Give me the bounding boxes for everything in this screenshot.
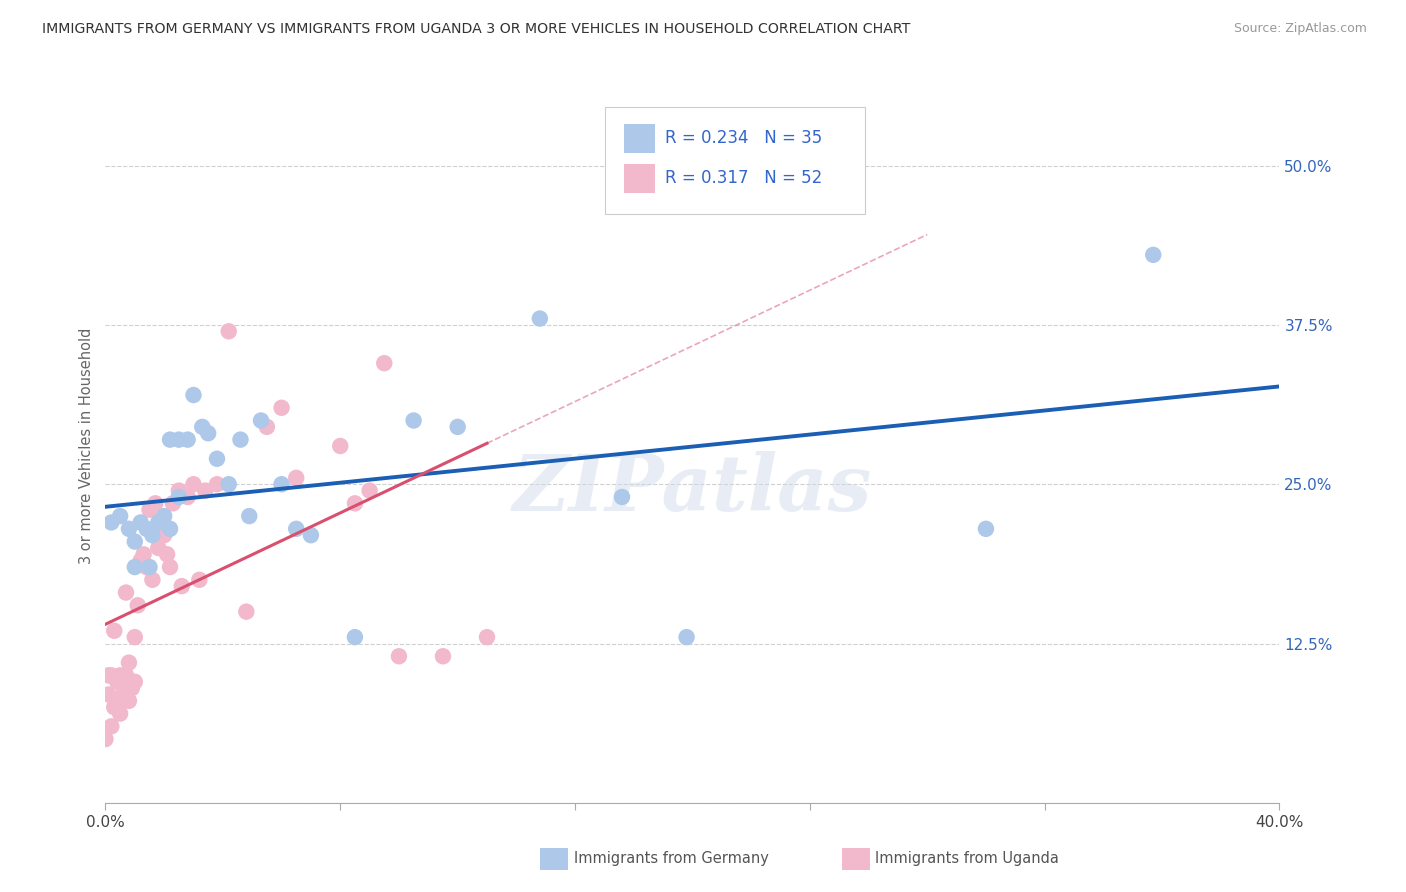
Point [148, 541, 170, 555]
Point [675, 630, 697, 644]
Point [127, 599, 149, 613]
Point [124, 560, 146, 574]
Point [285, 471, 308, 485]
Point [218, 324, 240, 338]
Point [159, 522, 181, 536]
Point [105, 694, 128, 708]
Point [270, 401, 292, 415]
Point [143, 496, 166, 510]
Text: Immigrants from Germany: Immigrants from Germany [574, 851, 769, 865]
Point [446, 420, 468, 434]
Point [153, 528, 176, 542]
Point [329, 439, 352, 453]
Point [103, 700, 125, 714]
Point [115, 668, 138, 682]
Y-axis label: 3 or more Vehicles in Household: 3 or more Vehicles in Household [79, 328, 94, 564]
Point [373, 356, 395, 370]
Point [388, 649, 411, 664]
Point [194, 483, 217, 498]
Point [475, 630, 498, 644]
Text: Immigrants from Uganda: Immigrants from Uganda [875, 851, 1059, 865]
Point [191, 420, 214, 434]
Point [141, 573, 163, 587]
Point [94, 732, 117, 747]
Point [124, 630, 146, 644]
Point [299, 528, 322, 542]
Point [170, 579, 193, 593]
Point [97, 688, 120, 702]
Point [205, 477, 228, 491]
Point [97, 668, 120, 682]
Point [118, 656, 141, 670]
Point [138, 502, 160, 516]
Point [105, 674, 128, 689]
Point [129, 516, 152, 530]
Point [176, 490, 198, 504]
Point [100, 668, 122, 682]
Point [108, 668, 131, 682]
Point [402, 413, 425, 427]
Point [156, 547, 179, 561]
Point [115, 585, 138, 599]
Point [270, 477, 292, 491]
Point [121, 681, 143, 695]
Point [183, 477, 205, 491]
Point [529, 311, 551, 326]
Point [167, 433, 190, 447]
Point [974, 522, 997, 536]
Text: R = 0.234   N = 35: R = 0.234 N = 35 [665, 129, 823, 147]
Text: ZIPatlas: ZIPatlas [513, 450, 872, 527]
Point [256, 420, 278, 434]
Point [238, 509, 260, 524]
Point [285, 522, 308, 536]
Point [118, 694, 141, 708]
Point [100, 516, 122, 530]
Point [138, 560, 160, 574]
Point [135, 522, 157, 536]
Point [100, 719, 122, 733]
Point [167, 490, 190, 504]
Point [118, 522, 141, 536]
Point [108, 706, 131, 721]
Point [205, 451, 228, 466]
Point [124, 534, 146, 549]
Point [229, 433, 252, 447]
Text: IMMIGRANTS FROM GERMANY VS IMMIGRANTS FROM UGANDA 3 OR MORE VEHICLES IN HOUSEHOL: IMMIGRANTS FROM GERMANY VS IMMIGRANTS FR… [42, 22, 911, 37]
Point [103, 624, 125, 638]
Point [610, 490, 633, 504]
Point [112, 688, 135, 702]
Text: R = 0.317   N = 52: R = 0.317 N = 52 [665, 169, 823, 187]
Point [218, 477, 240, 491]
Point [135, 560, 157, 574]
Point [129, 554, 152, 568]
Point [176, 433, 198, 447]
Point [150, 522, 173, 536]
Point [132, 547, 155, 561]
Point [148, 516, 170, 530]
Point [1142, 248, 1164, 262]
Point [359, 483, 381, 498]
Point [108, 509, 131, 524]
Point [159, 433, 181, 447]
Point [197, 426, 219, 441]
Point [235, 605, 257, 619]
Point [343, 630, 366, 644]
Point [153, 509, 176, 524]
Point [162, 496, 184, 510]
Point [167, 483, 190, 498]
Point [112, 674, 135, 689]
Point [432, 649, 454, 664]
Point [141, 528, 163, 542]
Point [183, 388, 205, 402]
Text: Source: ZipAtlas.com: Source: ZipAtlas.com [1233, 22, 1367, 36]
Point [188, 573, 211, 587]
Point [159, 560, 181, 574]
Point [343, 496, 366, 510]
Point [250, 413, 273, 427]
Point [124, 674, 146, 689]
